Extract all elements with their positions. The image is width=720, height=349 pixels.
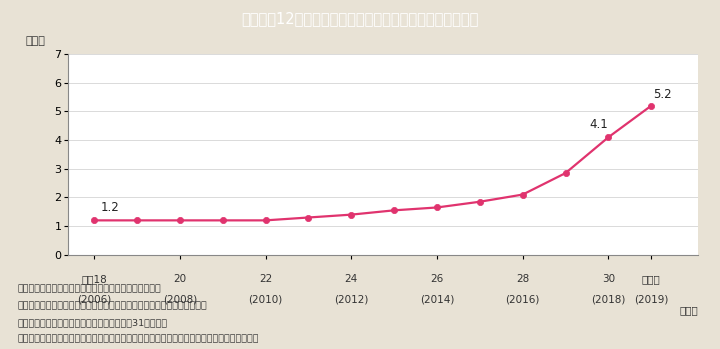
Text: 20: 20 bbox=[174, 274, 186, 284]
Text: ４．「役員」は，取締役，監査役，指名委員会等設置会社の代表執行役及び執行役。: ４．「役員」は，取締役，監査役，指名委員会等設置会社の代表執行役及び執行役。 bbox=[18, 335, 259, 344]
Text: (2014): (2014) bbox=[420, 295, 454, 305]
Text: 1.2: 1.2 bbox=[101, 201, 120, 214]
Text: (2006): (2006) bbox=[77, 295, 111, 305]
Text: （備考）１．東洋経済新報社「役員四季報」より作成。: （備考）１．東洋経済新報社「役員四季報」より作成。 bbox=[18, 284, 162, 294]
Text: (2019): (2019) bbox=[634, 295, 668, 305]
Text: 令和元: 令和元 bbox=[642, 274, 661, 284]
Text: 26: 26 bbox=[431, 274, 444, 284]
Text: (2012): (2012) bbox=[334, 295, 369, 305]
Text: (2010): (2010) bbox=[248, 295, 283, 305]
Text: 24: 24 bbox=[345, 274, 358, 284]
Text: 30: 30 bbox=[602, 274, 615, 284]
Text: (2008): (2008) bbox=[163, 295, 197, 305]
Text: 平成18: 平成18 bbox=[81, 274, 107, 284]
Text: (2018): (2018) bbox=[591, 295, 626, 305]
Text: （％）: （％） bbox=[26, 36, 45, 46]
Text: （年）: （年） bbox=[680, 305, 698, 315]
Text: (2016): (2016) bbox=[505, 295, 540, 305]
Text: Ｉ－２－12図　上場企業の役員に占める女性の割合の推移: Ｉ－２－12図 上場企業の役員に占める女性の割合の推移 bbox=[241, 12, 479, 26]
Text: 28: 28 bbox=[516, 274, 529, 284]
Text: 5.2: 5.2 bbox=[653, 88, 672, 101]
Text: 22: 22 bbox=[259, 274, 272, 284]
Text: ２．調査対象は，全上場企業（ジャスダック上場会社を含む）。: ２．調査対象は，全上場企業（ジャスダック上場会社を含む）。 bbox=[18, 301, 208, 310]
Text: 4.1: 4.1 bbox=[589, 118, 608, 131]
Text: ３．調査時点は原則として各年７月31日現在。: ３．調査時点は原則として各年７月31日現在。 bbox=[18, 318, 168, 327]
